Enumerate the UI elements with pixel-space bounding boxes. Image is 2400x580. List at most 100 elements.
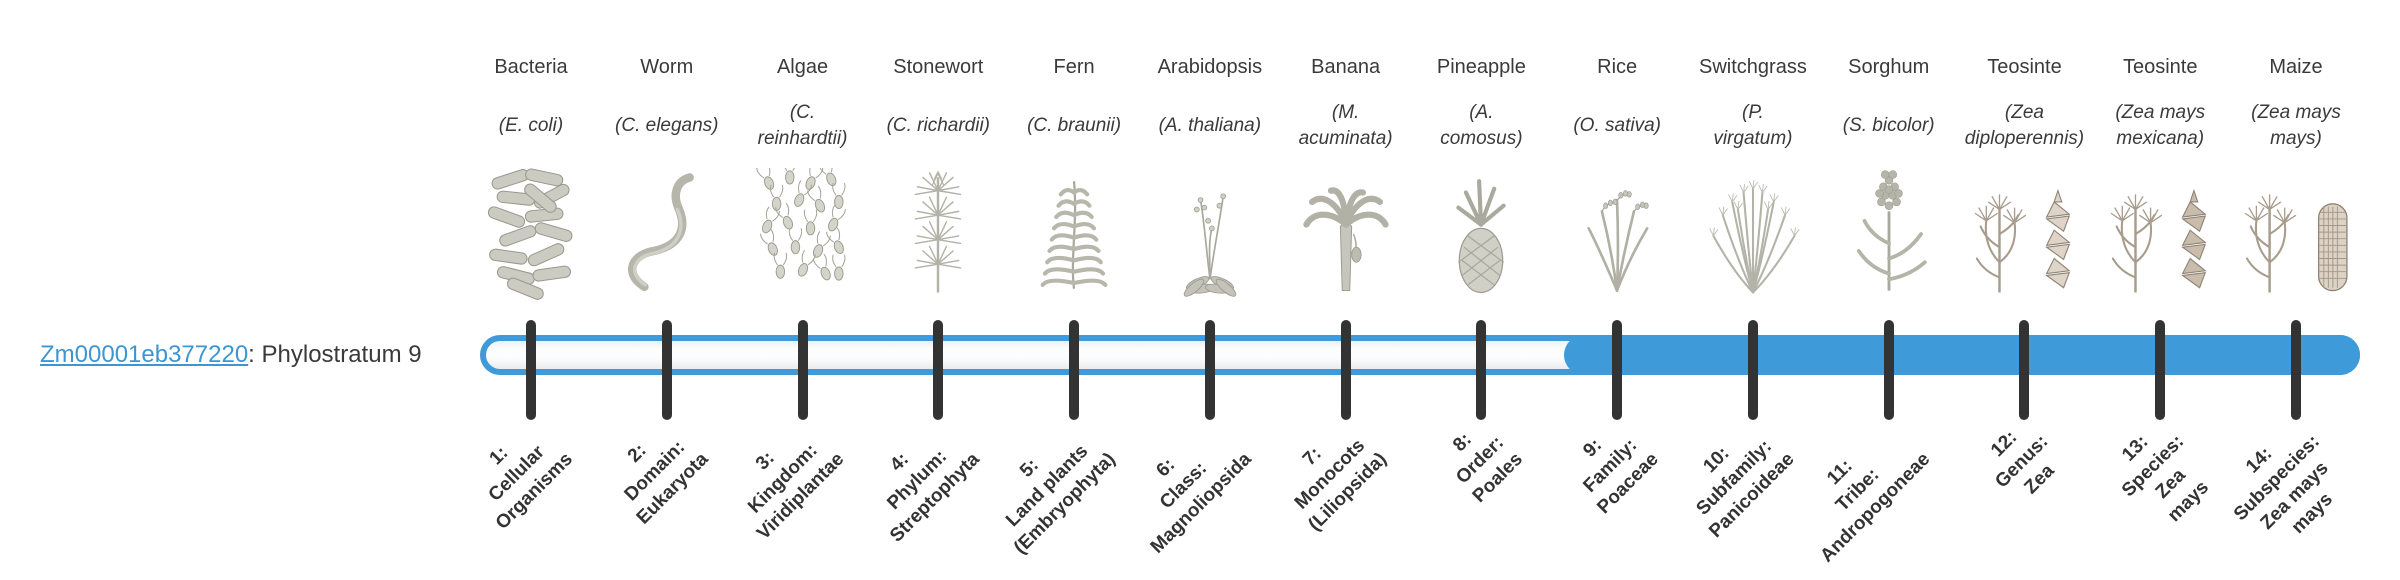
phylostratum-column: Stonewort (C. richardii) 4: Phylum: Stre… bbox=[868, 0, 1008, 580]
organism-name: Worm bbox=[640, 56, 694, 78]
organism-name: Rice bbox=[1597, 56, 1638, 78]
organism-scientific-name: (A. thaliana) bbox=[1158, 115, 1262, 136]
tick-mark bbox=[1612, 320, 1623, 420]
organism-header: Maize (Zea mays mays) bbox=[2226, 50, 2366, 302]
organism-scientific-name: (O. sativa) bbox=[1573, 115, 1661, 136]
phylostratum-column: Pineapple (A. comosus) 8: Order: Poales bbox=[1411, 0, 1551, 580]
tick-mark bbox=[933, 320, 944, 420]
organism-scientific-name: (C. elegans) bbox=[615, 115, 719, 136]
stratum-label: 4: Phylum: Streptophyta bbox=[883, 446, 984, 547]
tick-mark bbox=[2019, 320, 2030, 420]
organism-scientific-name: (C. reinhardtii) bbox=[757, 102, 848, 149]
organism-scientific-name: (C. braunii) bbox=[1027, 115, 1122, 136]
tick-mark bbox=[1204, 320, 1215, 420]
switchgrass-illustration bbox=[1683, 166, 1823, 302]
organism-name: Banana bbox=[1311, 56, 1381, 78]
organism-name: Maize bbox=[2269, 56, 2323, 78]
organism-header: Teosinte (Zea diploperennis) bbox=[1954, 50, 2094, 302]
stratum-label: 2: Domain: Eukaryota bbox=[620, 436, 713, 529]
organism-scientific-name: (S. bicolor) bbox=[1842, 115, 1935, 136]
tick-mark bbox=[526, 320, 536, 420]
organism-name: Sorghum bbox=[1848, 56, 1930, 78]
phylostratum-column: Algae (C. reinhardtii) 3: Kingdom: Virid… bbox=[733, 0, 873, 580]
organism-header: Sorghum (S. bicolor) bbox=[1819, 50, 1959, 302]
bacteria-illustration bbox=[461, 166, 601, 302]
tick-mark bbox=[1476, 320, 1487, 420]
stratum-label: 3: Kingdom: Viridiplantae bbox=[744, 439, 849, 545]
organism-header: Banana (M. acuminata) bbox=[1276, 50, 1416, 302]
organism-name: Stonewort bbox=[893, 56, 984, 78]
fern-illustration bbox=[1004, 166, 1144, 302]
gene-stratum-text: : Phylostratum 9 bbox=[248, 341, 422, 368]
phylostratum-column: Sorghum (S. bicolor) 11: Tribe: Andropog… bbox=[1816, 0, 1959, 580]
tick-mark bbox=[1340, 320, 1351, 420]
organism-scientific-name: (A. comosus) bbox=[1440, 102, 1523, 149]
organism-scientific-name: (E. coli) bbox=[498, 115, 564, 136]
stratum-label: 9: Family: Poaceae bbox=[1579, 434, 1663, 519]
organism-name: Teosinte bbox=[1987, 56, 2062, 78]
organism-header: Fern (C. braunii) bbox=[1004, 50, 1144, 302]
organism-header: Pineapple (A. comosus) bbox=[1411, 50, 1551, 302]
phylo-bar-fill bbox=[1564, 335, 2360, 375]
maize-illustration bbox=[2226, 166, 2366, 302]
stratum-label: 14: Subspecies: Zea mays mays bbox=[2229, 431, 2337, 539]
organism-header: Bacteria (E. coli) bbox=[461, 50, 601, 302]
phylostratum-column: Arabidopsis (A. thaliana) 6: Class: Magn… bbox=[1140, 0, 1280, 580]
tick-mark bbox=[797, 320, 808, 420]
organism-header: Stonewort (C. richardii) bbox=[868, 50, 1008, 302]
organism-header: Rice (O. sativa) bbox=[1547, 50, 1687, 302]
organism-scientific-name: (M. acuminata) bbox=[1298, 102, 1393, 149]
phylostratum-column: Teosinte (Zea mays mexicana) 13: Species… bbox=[2090, 0, 2230, 580]
worm-illustration bbox=[597, 166, 737, 302]
tick-mark bbox=[1747, 320, 1758, 420]
organism-scientific-name: (Zea mays mays) bbox=[2251, 102, 2341, 149]
organism-name: Algae bbox=[776, 56, 829, 78]
stratum-label: 7: Monocots (Liliopsida) bbox=[1291, 435, 1392, 536]
organism-scientific-name: (Zea diploperennis) bbox=[1964, 102, 2085, 149]
algae-illustration bbox=[733, 166, 873, 302]
rice-illustration bbox=[1547, 166, 1687, 302]
organism-name: Teosinte bbox=[2122, 56, 2198, 78]
phylostratum-column: Bacteria (E. coli) 1: Cellular Organisms bbox=[461, 0, 601, 580]
stratum-label: 8: Order: Poales bbox=[1449, 429, 1527, 507]
arabidopsis-illustration bbox=[1140, 166, 1280, 302]
organism-name: Fern bbox=[1053, 56, 1095, 78]
phylostratum-column: Rice (O. sativa) 9: Family: Poaceae bbox=[1547, 0, 1687, 580]
tick-mark bbox=[1069, 320, 1080, 420]
organism-scientific-name: (P. virgatum) bbox=[1713, 102, 1793, 149]
banana-illustration bbox=[1276, 166, 1416, 302]
teosinte-diploperennis-illustration bbox=[1954, 166, 2094, 302]
gene-label: Zm00001eb377220: Phylostratum 9 bbox=[40, 337, 422, 373]
phylostratum-column: Teosinte (Zea diploperennis) 12: Genus: … bbox=[1954, 0, 2094, 580]
pineapple-illustration bbox=[1411, 166, 1551, 302]
stratum-label: 13: Species: Zea mays bbox=[2118, 431, 2214, 527]
gene-link[interactable]: Zm00001eb377220 bbox=[40, 341, 249, 368]
organism-scientific-name: (C. richardii) bbox=[886, 115, 991, 136]
stratum-label: 12: Genus: Zea bbox=[1987, 426, 2059, 499]
tick-mark bbox=[1883, 320, 1894, 420]
phylostratum-column: Banana (M. acuminata) 7: Monocots (Lilio… bbox=[1276, 0, 1416, 580]
phylostratum-column: Fern (C. braunii) 5: Land plants (Embryo… bbox=[1002, 0, 1144, 580]
tick-mark bbox=[661, 320, 672, 420]
organism-header: Algae (C. reinhardtii) bbox=[733, 50, 873, 302]
organism-name: Bacteria bbox=[494, 56, 568, 78]
teosinte-mexicana-illustration bbox=[2090, 166, 2230, 302]
organism-name: Switchgrass bbox=[1699, 56, 1807, 78]
stratum-label: 10: Subfamily: Panicoideae bbox=[1692, 435, 1799, 543]
organism-scientific-name: (Zea mays mexicana) bbox=[2115, 102, 2206, 149]
organism-name: Arabidopsis bbox=[1157, 56, 1263, 78]
phylostratum-column: Switchgrass (P. virgatum) 10: Subfamily:… bbox=[1683, 0, 1823, 580]
organism-header: Arabidopsis (A. thaliana) bbox=[1140, 50, 1280, 302]
tick-mark bbox=[2291, 320, 2301, 420]
stratum-label: 1: Cellular Organisms bbox=[484, 441, 577, 534]
phylostratum-column: Worm (C. elegans) 2: Domain: Eukaryota bbox=[597, 0, 737, 580]
stonewort-illustration bbox=[868, 166, 1008, 302]
tick-mark bbox=[2155, 320, 2166, 420]
organism-header: Worm (C. elegans) bbox=[597, 50, 737, 302]
organism-header: Switchgrass (P. virgatum) bbox=[1683, 50, 1823, 302]
organism-header: Teosinte (Zea mays mexicana) bbox=[2090, 50, 2230, 302]
sorghum-illustration bbox=[1819, 166, 1959, 302]
phylostratum-column: Maize (Zea mays mays) 14: Subspecies: Ze… bbox=[2226, 0, 2366, 580]
organism-name: Pineapple bbox=[1436, 56, 1526, 78]
